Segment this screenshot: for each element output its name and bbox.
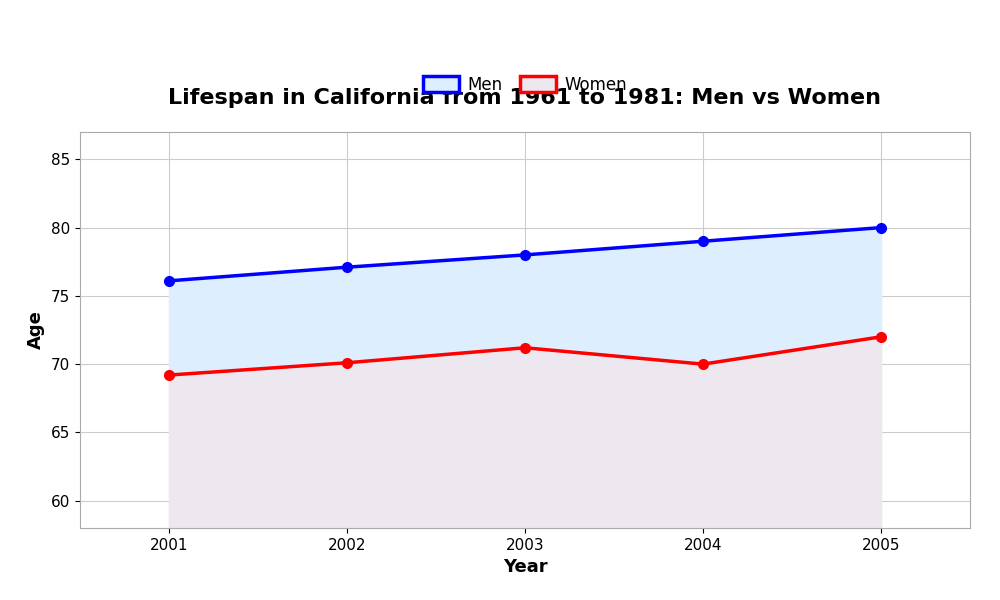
- Title: Lifespan in California from 1961 to 1981: Men vs Women: Lifespan in California from 1961 to 1981…: [168, 88, 882, 108]
- X-axis label: Year: Year: [503, 558, 547, 576]
- Y-axis label: Age: Age: [27, 311, 45, 349]
- Legend: Men, Women: Men, Women: [416, 69, 634, 100]
